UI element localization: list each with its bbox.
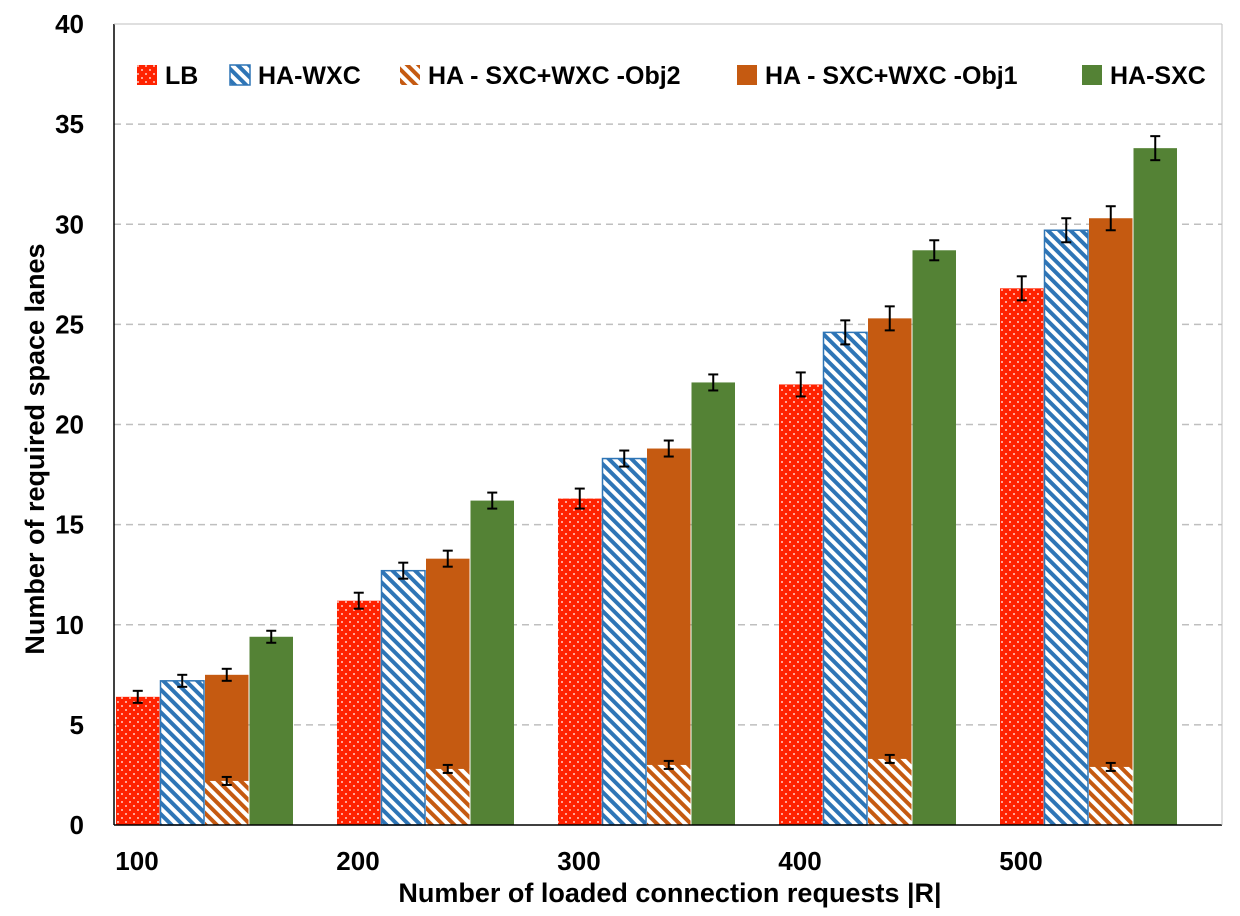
error-bar	[663, 439, 674, 458]
bar-ha-sxc-wxc-obj2-200	[426, 768, 470, 825]
bar-ha-sxc-wxc-obj2-500	[1089, 766, 1133, 825]
error-bar	[1016, 275, 1027, 302]
bar-ha-wxc-200	[380, 569, 426, 826]
bar-ha-sxc-wxc-obj2-300	[647, 764, 691, 825]
legend-label: LB	[165, 62, 198, 90]
legend-label: HA - SXC+WXC -Obj2	[428, 62, 681, 90]
y-tick-labels: 0 5 10 15 20 25 30 35 40	[55, 9, 84, 840]
x-axis-label: Number of loaded connection requests |R|	[398, 878, 941, 908]
error-bar	[442, 549, 453, 568]
legend-label: HA - SXC+WXC -Obj1	[765, 62, 1018, 90]
error-bar	[1105, 205, 1116, 232]
error-bar	[1150, 135, 1161, 162]
error-bar	[177, 673, 188, 688]
error-bar	[884, 753, 895, 764]
bar-lb-100	[116, 696, 160, 825]
y-tick-label: 25	[55, 309, 84, 339]
x-tick-label: 100	[115, 846, 158, 876]
error-bar	[884, 305, 895, 332]
y-tick-label: 10	[55, 610, 84, 640]
x-tick-label: 200	[336, 846, 379, 876]
error-bars-group	[132, 135, 1161, 786]
legend-item: LB	[137, 62, 198, 90]
legend-label: HA-SXC	[1110, 62, 1206, 90]
bar-ha-wxc-500	[1043, 229, 1089, 826]
error-bar	[132, 689, 143, 704]
bar-ha-wxc-400	[822, 331, 868, 826]
x-tick-label: 400	[778, 846, 821, 876]
legend-swatch	[137, 65, 157, 85]
bar-ha-sxc-400	[912, 250, 956, 826]
bar-ha-wxc-100	[159, 680, 205, 826]
bar-ha-sxc-200	[470, 500, 514, 825]
legend-swatch	[1082, 65, 1102, 85]
bars-group	[116, 148, 1177, 826]
legend-item: HA - SXC+WXC -Obj2	[400, 62, 681, 90]
bar-ha-sxc-300	[691, 382, 735, 825]
error-bar	[840, 319, 851, 346]
y-tick-label: 40	[55, 9, 84, 39]
y-tick-label: 35	[55, 109, 84, 139]
error-bar	[398, 561, 409, 580]
y-tick-label: 20	[55, 410, 84, 440]
error-bar	[663, 759, 674, 770]
error-bar	[619, 449, 630, 468]
y-axis-label: Number of required space lanes	[20, 243, 50, 654]
bar-ha-sxc-wxc-obj2-400	[868, 758, 912, 825]
legend-swatch	[400, 65, 420, 85]
legend-item: HA-WXC	[229, 62, 361, 90]
error-bar	[1105, 761, 1116, 772]
error-bar	[795, 371, 806, 398]
error-bar	[1061, 217, 1072, 244]
bar-ha-wxc-300	[601, 457, 647, 826]
x-tick-labels: 100 200 300 400 500	[115, 846, 1042, 876]
bar-lb-300	[558, 498, 602, 825]
bar-lb-400	[779, 384, 823, 825]
legend-swatch	[229, 64, 251, 86]
bar-ha-sxc-wxc-obj1-400	[868, 318, 912, 825]
legend: LB HA-WXC HA - SXC+WXC -Obj2 HA - SXC+WXC -…	[137, 62, 1206, 90]
y-tick-label: 15	[55, 510, 84, 540]
bar-ha-sxc-wxc-obj2-100	[205, 780, 249, 825]
error-bar	[266, 629, 277, 644]
error-bar	[708, 373, 719, 392]
bar-ha-sxc-100	[249, 636, 293, 825]
legend-label: HA-WXC	[258, 62, 361, 90]
error-bar	[221, 667, 232, 682]
legend-item: HA - SXC+WXC -Obj1	[737, 62, 1018, 90]
error-bar	[353, 591, 364, 610]
error-bar	[929, 239, 940, 262]
bar-lb-500	[1000, 288, 1044, 826]
bar-lb-200	[337, 600, 381, 825]
x-tick-label: 300	[557, 846, 600, 876]
legend-swatch	[737, 65, 757, 85]
error-bar	[574, 487, 585, 510]
bar-ha-sxc-500	[1133, 148, 1177, 825]
error-bar	[442, 763, 453, 774]
y-tick-label: 5	[70, 710, 84, 740]
error-bar	[487, 491, 498, 510]
y-tick-label: 0	[70, 810, 84, 840]
legend-item: HA-SXC	[1082, 62, 1206, 90]
x-tick-label: 500	[999, 846, 1042, 876]
bar-ha-sxc-wxc-obj1-500	[1089, 218, 1133, 825]
y-tick-label: 30	[55, 209, 84, 239]
error-bar	[221, 775, 232, 786]
